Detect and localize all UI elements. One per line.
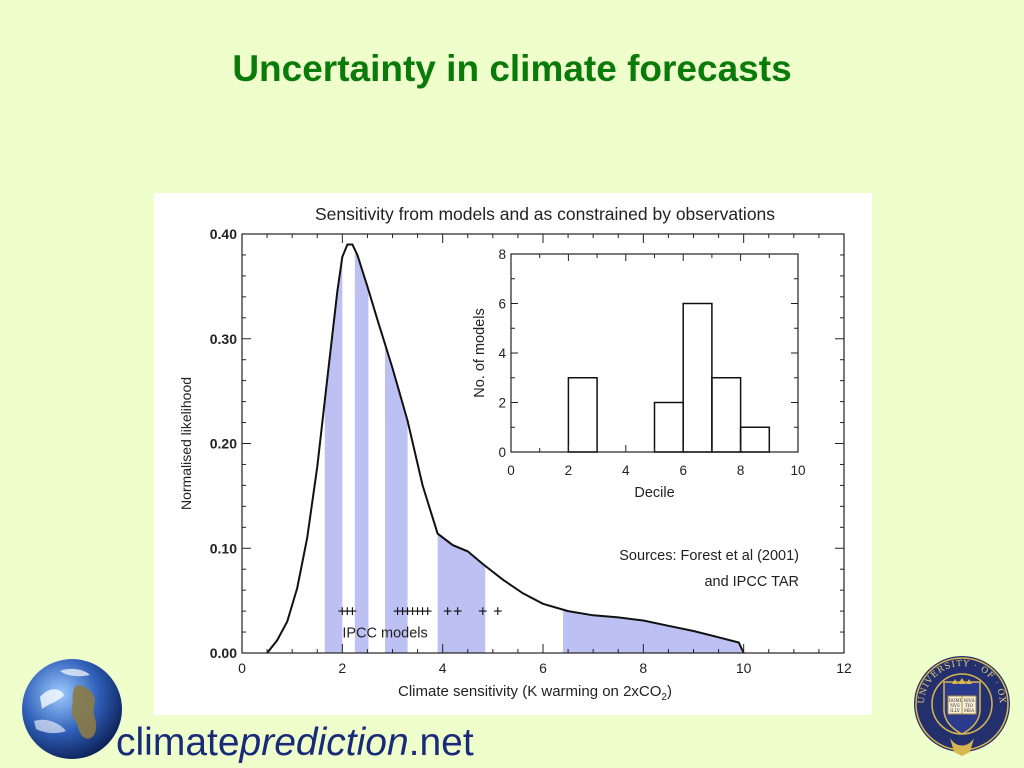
x-axis-label-sub: 2	[661, 692, 667, 703]
shaded-band	[354, 249, 369, 653]
sources-annotation: and IPCC TAR	[704, 574, 799, 590]
inset-y-tick-label: 2	[498, 396, 506, 411]
x-tick-label: 12	[836, 660, 852, 676]
earth-globe-icon	[22, 659, 122, 759]
chart-panel: Sensitivity from models and as constrain…	[154, 193, 872, 715]
histogram-bar	[567, 377, 598, 453]
ipcc-model-marker: +	[443, 603, 452, 620]
x-tick-label: 10	[736, 660, 752, 676]
sensitivity-chart: Sensitivity from models and as constrain…	[178, 204, 852, 703]
ipcc-model-marker: +	[418, 603, 427, 620]
climateprediction-logo-text: climateprediction.net	[116, 721, 474, 765]
chart-title: Sensitivity from models and as constrain…	[315, 204, 775, 224]
shaded-band	[384, 343, 408, 653]
inset-y-tick-label: 0	[498, 445, 506, 460]
ipcc-model-marker: +	[408, 603, 417, 620]
oxford-university-seal-icon: UNIVERSITY · OF · OXFORD DOMINVSILLVNIVA…	[910, 652, 1010, 756]
x-axis-label-main: Climate sensitivity (K warming on 2xCO	[398, 683, 661, 700]
inset-y-tick-label: 4	[498, 346, 506, 361]
ipcc-model-marker: +	[393, 603, 402, 620]
seal-book-word: ILLV	[950, 708, 961, 713]
inset-x-tick-label: 6	[679, 463, 687, 478]
seal-book-word: NVS	[950, 703, 960, 708]
ipcc-model-marker: +	[348, 603, 357, 620]
shaded-band	[563, 609, 744, 653]
x-axis-label-end: )	[667, 683, 672, 700]
x-tick-label: 4	[439, 660, 447, 676]
ipcc-model-marker: +	[343, 603, 352, 620]
y-tick-label: 0.00	[210, 645, 237, 661]
inset-y-axis-label: No. of models	[472, 308, 488, 397]
inset-x-tick-label: 0	[507, 463, 515, 478]
logo-text-climate: climate	[116, 721, 240, 764]
sources-annotation: Sources: Forest et al (2001)	[619, 548, 799, 564]
seal-book-word: NIVA	[963, 698, 975, 703]
inset-x-tick-label: 2	[565, 463, 573, 478]
ipcc-model-marker: +	[493, 603, 502, 620]
y-axis-label: Normalised likelihood	[178, 377, 194, 510]
seal-book-word: MEA	[964, 708, 975, 713]
inset-x-tick-label: 10	[790, 463, 805, 478]
ipcc-model-marker: +	[478, 603, 487, 620]
seal-book-word: DOMI	[949, 698, 962, 703]
logo-text-prediction: prediction	[239, 721, 409, 764]
slide-title: Uncertainty in climate forecasts	[232, 48, 792, 89]
inset-y-tick-label: 8	[498, 247, 506, 262]
likelihood-curve	[266, 243, 745, 654]
x-tick-label: 2	[338, 660, 346, 676]
x-tick-label: 8	[639, 660, 647, 676]
x-tick-label: 0	[238, 660, 246, 676]
ipcc-model-marker: +	[423, 603, 432, 620]
y-tick-label: 0.10	[210, 540, 237, 556]
ipcc-model-marker: +	[403, 603, 412, 620]
x-tick-label: 6	[539, 660, 547, 676]
ipcc-model-marker: +	[398, 603, 407, 620]
ipcc-models-label: IPCC models	[342, 625, 427, 641]
logo-text-net: .net	[408, 721, 474, 764]
seal-book-word: TIO	[965, 703, 973, 708]
inset-x-axis-label: Decile	[634, 485, 674, 501]
shaded-band	[324, 257, 343, 653]
histogram-bar	[739, 426, 771, 453]
inset-x-tick-label: 4	[622, 463, 630, 478]
histogram-bar	[711, 377, 742, 453]
y-tick-label: 0.20	[210, 436, 237, 452]
inset-x-tick-label: 8	[737, 463, 745, 478]
ipcc-model-marker: +	[453, 603, 462, 620]
ipcc-model-marker: +	[413, 603, 422, 620]
y-tick-label: 0.40	[210, 226, 237, 242]
inset-y-tick-label: 6	[498, 297, 506, 312]
x-axis-label: Climate sensitivity (K warming on 2xCO2)	[398, 683, 672, 703]
y-tick-label: 0.30	[210, 331, 237, 347]
ipcc-model-marker: +	[338, 603, 347, 620]
shaded-band	[437, 533, 486, 653]
